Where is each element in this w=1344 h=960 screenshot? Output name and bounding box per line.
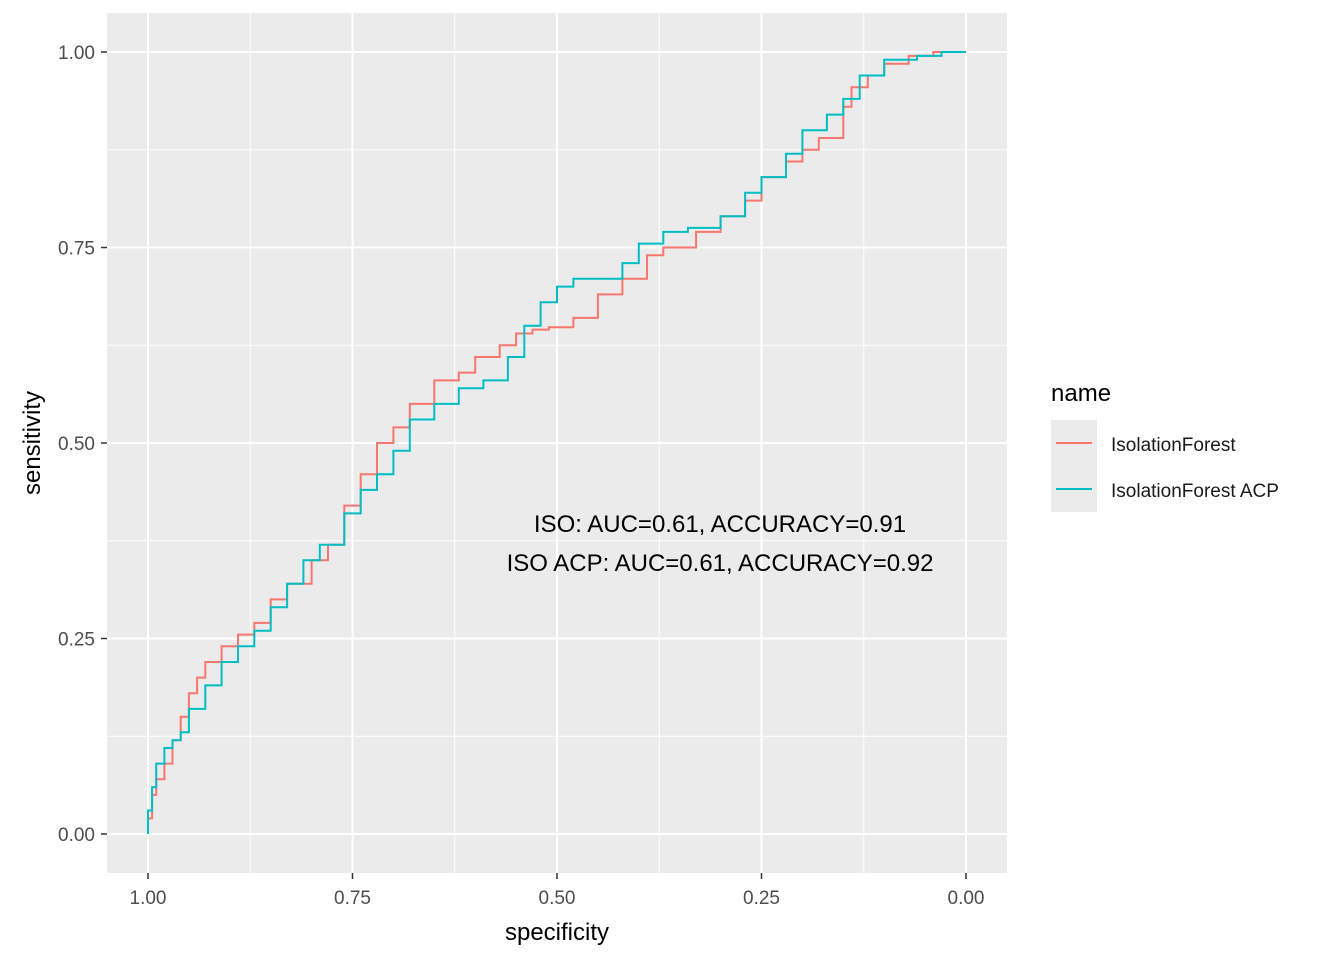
x-tick-label: 0.75: [334, 888, 371, 909]
y-tick-label: 0.25: [58, 630, 95, 651]
y-tick-label: 0.75: [58, 239, 95, 260]
series-layer: [147, 51, 966, 834]
y-tick-label: 0.00: [58, 825, 95, 846]
legend-title: name: [1051, 380, 1111, 407]
axis-ticks: [101, 51, 967, 879]
y-tick-label: 1.00: [58, 43, 95, 64]
major-grid: [107, 13, 1007, 873]
legend-label-isolationforest: IsolationForest: [1111, 435, 1236, 456]
y-tick-label: 0.50: [58, 434, 95, 455]
x-axis-title: specificity: [505, 919, 609, 946]
x-tick-label: 0.50: [539, 888, 576, 909]
annotation-iso-acp: ISO ACP: AUC=0.61, ACCURACY=0.92: [507, 550, 934, 577]
roc-line-isolationforest-acp: [147, 51, 966, 834]
x-tick-label: 0.25: [743, 888, 780, 909]
tick-labels: 1.00 0.75 0.50 0.25 0.00 0.00 0.25 0.50 0.75 1.00: [58, 43, 984, 909]
y-axis-title: sensitivity: [19, 391, 46, 495]
x-tick-label: 0.00: [948, 888, 985, 909]
legend-label-isolationforest-acp: IsolationForest ACP: [1111, 481, 1279, 502]
annotation-iso: ISO: AUC=0.61, ACCURACY=0.91: [534, 511, 906, 538]
legend: name IsolationForest IsolationForest ACP: [1051, 380, 1279, 512]
x-tick-label: 1.00: [130, 888, 167, 909]
